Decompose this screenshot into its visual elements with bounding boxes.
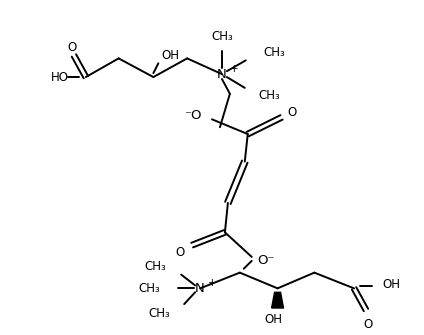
Polygon shape (272, 292, 284, 308)
Text: O: O (363, 318, 373, 331)
Text: OH: OH (162, 49, 179, 62)
Text: +: + (208, 278, 217, 288)
Text: HO: HO (51, 71, 69, 83)
Text: OH: OH (265, 313, 282, 326)
Text: N: N (217, 68, 227, 81)
Text: O: O (287, 106, 297, 119)
Text: O: O (67, 41, 77, 54)
Text: CH₃: CH₃ (139, 282, 160, 295)
Text: CH₃: CH₃ (148, 308, 170, 320)
Text: OH: OH (382, 278, 400, 291)
Text: N: N (195, 282, 205, 295)
Text: CH₃: CH₃ (259, 89, 280, 102)
Text: CH₃: CH₃ (211, 30, 233, 43)
Text: +: + (230, 64, 239, 74)
Text: CH₃: CH₃ (264, 46, 285, 59)
Text: CH₃: CH₃ (145, 260, 166, 273)
Text: ⁻O: ⁻O (184, 109, 202, 122)
Text: O: O (175, 247, 184, 260)
Text: O⁻: O⁻ (258, 254, 275, 267)
